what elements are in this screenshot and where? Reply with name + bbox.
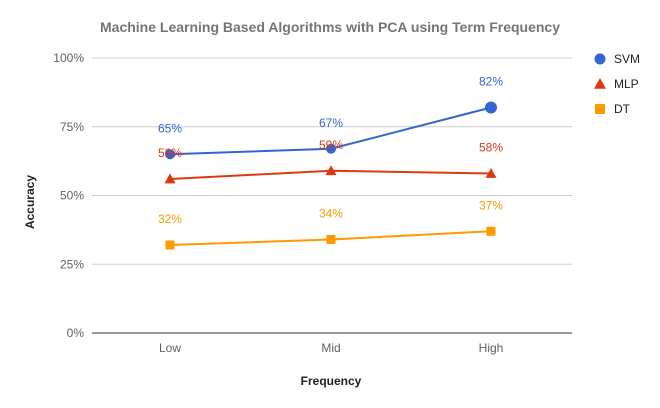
y-tick-label: 0% xyxy=(67,326,85,340)
y-axis-title: Accuracy xyxy=(23,175,37,229)
legend-item-mlp[interactable]: MLP xyxy=(594,77,639,91)
x-tick-label: High xyxy=(479,341,504,355)
data-label-svm: 65% xyxy=(158,121,182,135)
x-tick-label: Low xyxy=(159,341,181,355)
y-tick-label: 100% xyxy=(53,51,84,65)
data-point-dt xyxy=(165,240,175,250)
y-axis-ticks: 0% 25% 50% 75% 100% xyxy=(53,51,84,340)
x-tick-label: Mid xyxy=(321,341,340,355)
legend-label-mlp: MLP xyxy=(614,77,639,91)
data-label-mlp: 56% xyxy=(158,146,182,160)
grid-layer xyxy=(92,57,572,334)
y-tick-label: 25% xyxy=(60,257,84,271)
legend-marker-svm xyxy=(594,53,606,65)
legend-item-dt[interactable]: DT xyxy=(595,102,631,116)
data-point-mlp xyxy=(325,165,337,176)
data-labels: 65% 67% 82% 56% 59% 58% 32% 34% 37% xyxy=(158,75,503,227)
y-tick-label: 50% xyxy=(60,189,84,203)
x-axis-ticks: Low Mid High xyxy=(159,341,503,355)
series-layer xyxy=(164,101,497,250)
data-point-mlp xyxy=(485,168,497,178)
data-label-svm: 82% xyxy=(479,75,503,89)
x-axis-title: Frequency xyxy=(301,374,362,388)
legend-label-dt: DT xyxy=(614,102,631,116)
legend-marker-dt xyxy=(595,104,605,114)
legend-label-svm: SVM xyxy=(614,52,640,66)
legend-item-svm[interactable]: SVM xyxy=(594,52,641,66)
data-label-mlp: 58% xyxy=(479,141,503,155)
chart-title: Machine Learning Based Algorithms with P… xyxy=(100,19,560,35)
data-point-svm xyxy=(485,101,497,114)
data-point-mlp xyxy=(164,173,176,184)
data-point-dt xyxy=(486,226,496,236)
data-label-svm: 67% xyxy=(319,116,343,130)
y-tick-label: 75% xyxy=(60,120,84,134)
data-point-dt xyxy=(326,235,336,244)
data-label-dt: 32% xyxy=(158,212,182,226)
legend: SVM MLP DT xyxy=(594,52,640,116)
data-label-dt: 34% xyxy=(319,207,343,221)
data-label-mlp: 59% xyxy=(319,138,343,152)
legend-marker-mlp xyxy=(594,78,606,89)
data-point-svm xyxy=(165,149,175,160)
data-point-svm xyxy=(326,143,336,154)
data-label-dt: 37% xyxy=(479,198,503,212)
